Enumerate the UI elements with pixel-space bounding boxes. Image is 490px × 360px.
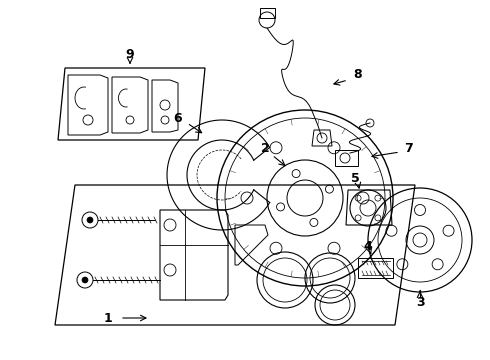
Circle shape xyxy=(82,277,88,283)
Text: 2: 2 xyxy=(261,141,270,154)
Text: 9: 9 xyxy=(126,49,134,62)
Text: 7: 7 xyxy=(404,141,413,154)
Text: 4: 4 xyxy=(364,240,372,253)
Text: 5: 5 xyxy=(351,171,359,184)
Text: 8: 8 xyxy=(354,68,362,81)
Text: 1: 1 xyxy=(103,311,112,324)
Text: 3: 3 xyxy=(416,297,424,310)
Circle shape xyxy=(87,217,93,223)
Text: 6: 6 xyxy=(173,112,182,125)
